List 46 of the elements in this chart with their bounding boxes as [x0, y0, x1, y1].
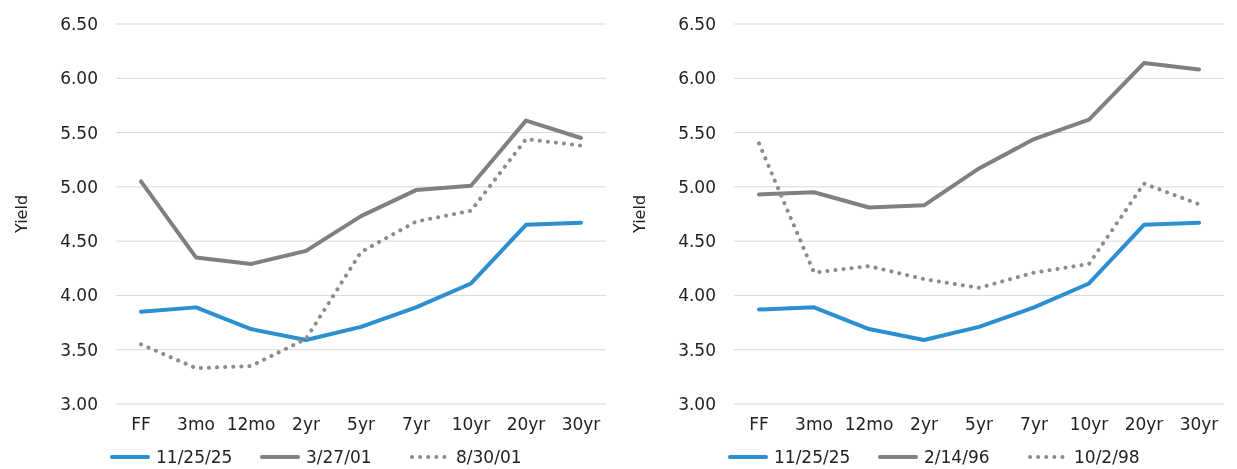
legend-label: 11/25/25 [156, 447, 233, 467]
line-series [139, 220, 583, 342]
legend-label: 3/27/01 [306, 447, 372, 467]
y-tick-label: 5.50 [678, 122, 716, 143]
y-tick-label: 6.50 [678, 13, 716, 34]
y-tick-label: 4.00 [678, 285, 716, 306]
x-tick-label: 12mo [226, 414, 276, 434]
x-tick-label: 12mo [844, 414, 894, 434]
line-series [139, 118, 583, 266]
y-tick-label: 3.00 [60, 393, 98, 414]
x-tick-label: 2yr [292, 414, 320, 434]
y-tick-label: 5.00 [678, 176, 716, 197]
x-tick-label: 3mo [177, 414, 215, 434]
x-tick-label: 20yr [1124, 414, 1164, 434]
x-tick-label: FF [749, 414, 769, 434]
legend-label: 11/25/25 [774, 447, 851, 467]
legend-label: 10/2/98 [1074, 447, 1140, 467]
y-tick-label: 3.50 [60, 339, 98, 360]
line-series [757, 220, 1201, 342]
legend-label: 8/30/01 [456, 447, 522, 467]
y-tick-label: 4.00 [60, 285, 98, 306]
y-axis-title: Yield [12, 194, 31, 235]
x-tick-label: 7yr [1020, 414, 1048, 434]
legend-label: 2/14/96 [924, 447, 990, 467]
x-tick-label: FF [131, 414, 151, 434]
x-tick-label: 20yr [506, 414, 546, 434]
x-tick-label: 5yr [965, 414, 993, 434]
y-tick-label: 4.50 [60, 231, 98, 252]
y-tick-label: 3.00 [678, 393, 716, 414]
x-tick-label: 10yr [451, 414, 491, 434]
y-tick-label: 4.50 [678, 231, 716, 252]
x-tick-label: 10yr [1069, 414, 1109, 434]
x-tick-label: 30yr [561, 414, 601, 434]
y-tick-label: 6.50 [60, 13, 98, 34]
line-series [139, 137, 583, 371]
y-tick-label: 3.50 [678, 339, 716, 360]
y-tick-label: 5.50 [60, 122, 98, 143]
y-axis-title: Yield [630, 194, 649, 235]
x-tick-label: 7yr [402, 414, 430, 434]
x-tick-label: 30yr [1179, 414, 1219, 434]
x-tick-label: 3mo [795, 414, 833, 434]
y-tick-label: 5.00 [60, 176, 98, 197]
x-tick-label: 2yr [910, 414, 938, 434]
x-tick-label: 5yr [347, 414, 375, 434]
y-tick-label: 6.00 [60, 68, 98, 89]
y-tick-label: 6.00 [678, 68, 716, 89]
